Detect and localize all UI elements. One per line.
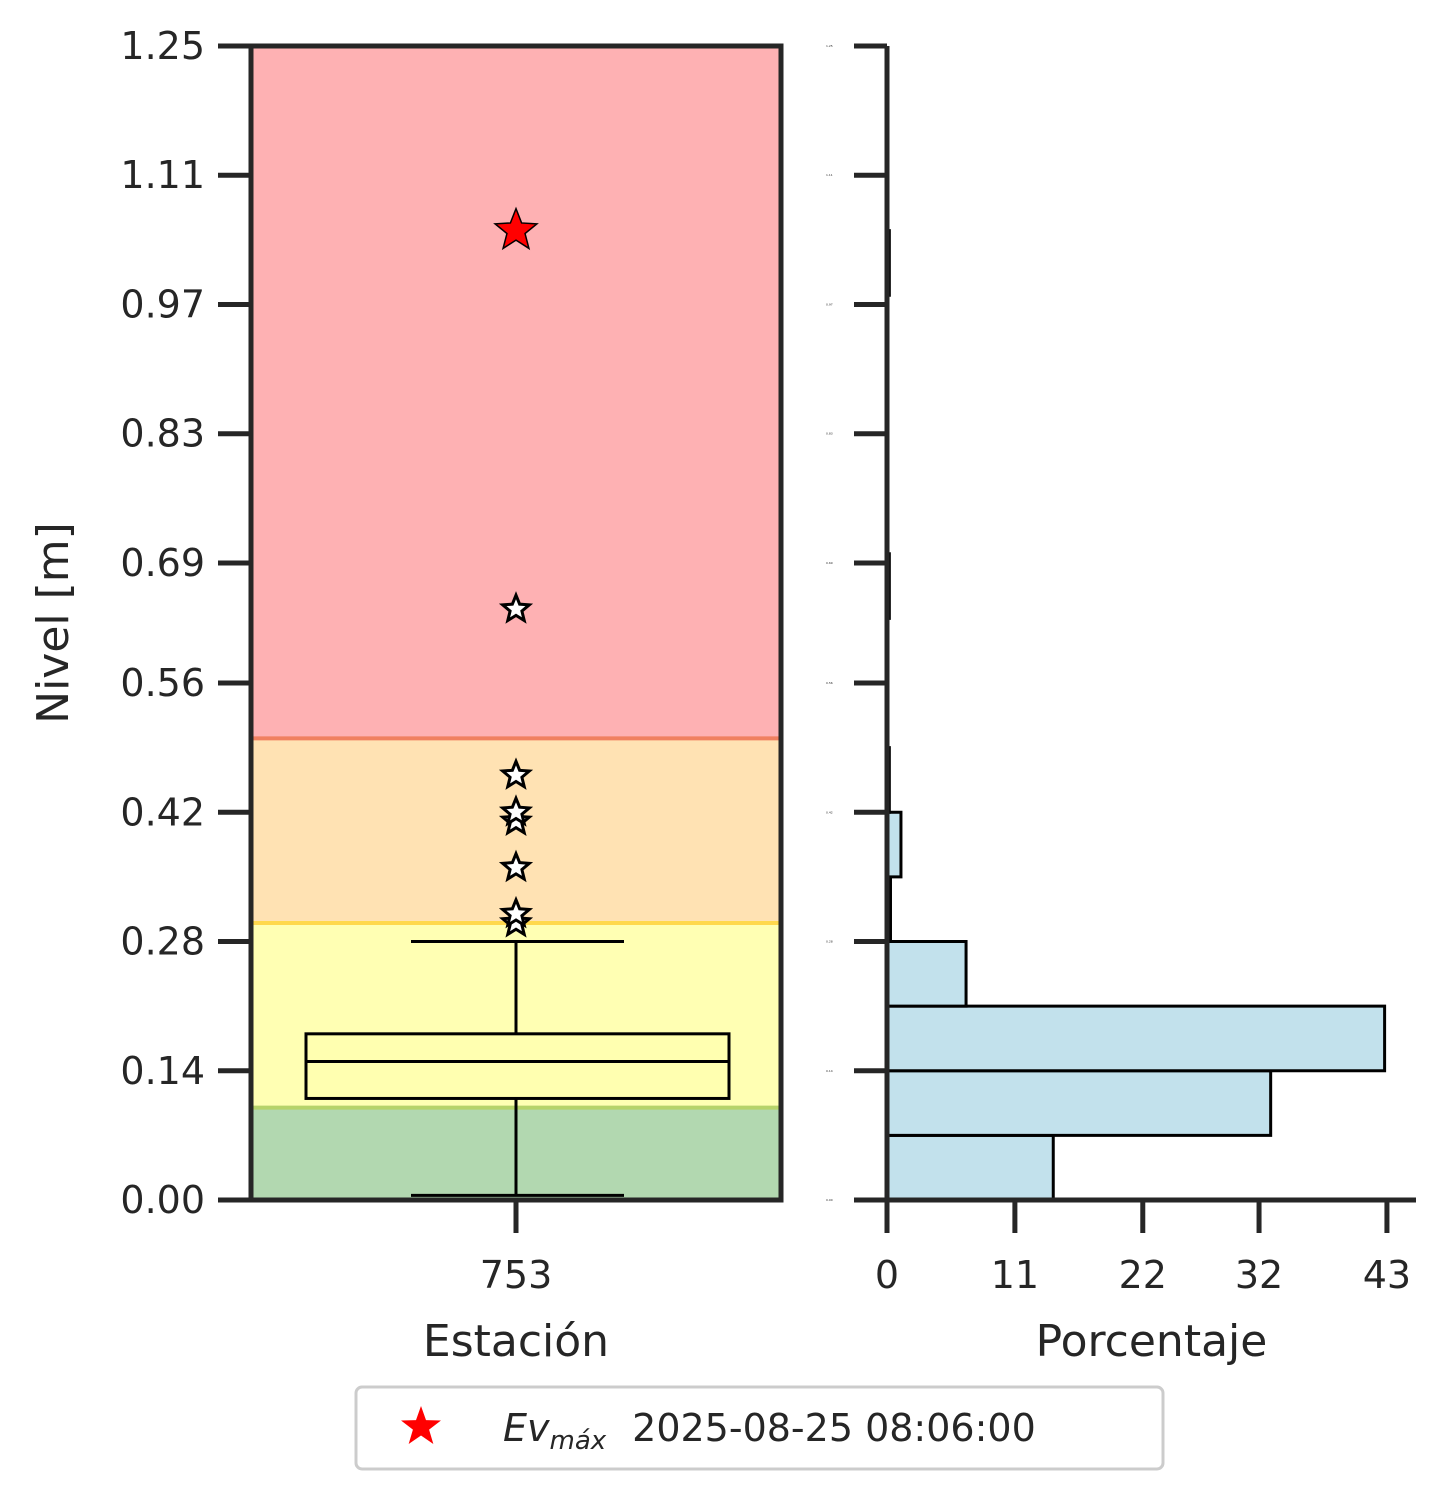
- hist-y-tick-label-5: 0.69: [826, 561, 833, 565]
- outlier-star-5: [498, 757, 534, 790]
- hist-x-tick-label-3: 32: [1235, 1253, 1283, 1297]
- legend-label-subscript: máx: [550, 1426, 607, 1456]
- boxplot-panel: 0.00 0.14 0.28 0.42 0.56 0.69 0.83 0.97 1.11 1.25…: [28, 24, 784, 1367]
- hist-x-tick-label-2: 22: [1119, 1253, 1167, 1297]
- hist-x-tick-label-4: 43: [1363, 1253, 1411, 1297]
- legend-label: Evmáx 2025-08-25 08:06:00: [503, 1406, 1036, 1456]
- hist-y-tick-label-7: 0.97: [826, 302, 833, 306]
- histogram-bar-1: [885, 1069, 1273, 1137]
- max-event-star: [493, 206, 539, 251]
- hist-y-tick-label-1: 0.14: [826, 1069, 833, 1073]
- x-tick-label-0: 753: [480, 1253, 553, 1297]
- y-tick-label-6: 0.83: [120, 412, 205, 456]
- outlier-star-6: [498, 591, 534, 624]
- hist-y-tick-label-3: 0.42: [826, 810, 833, 814]
- x-axis-title: Estación: [423, 1316, 609, 1367]
- legend-box: [354, 1385, 1165, 1471]
- hist-y-tick-label-6: 0.83: [826, 432, 833, 436]
- iqr-box: [304, 1032, 731, 1100]
- y-tick-label-8: 1.11: [120, 153, 205, 197]
- hist-x-axis-title: Porcentaje: [1036, 1316, 1268, 1367]
- y-tick-label-7: 0.97: [120, 282, 205, 326]
- y-axis-title: Nivel [m]: [28, 522, 79, 724]
- threshold-band-3: [251, 46, 781, 739]
- hist-x-tick-label-1: 11: [991, 1253, 1039, 1297]
- hist-x-tick-label-0: 0: [875, 1253, 899, 1297]
- hist-y-tick-label-9: 1.25: [826, 44, 833, 48]
- histogram-bar-0: [885, 1133, 1055, 1202]
- max-event-legend-icon: [401, 1406, 441, 1444]
- hist-y-tick-label-4: 0.56: [826, 681, 833, 685]
- hist-y-tick-label-8: 1.11: [826, 173, 833, 177]
- hist-y-tick-label-2: 0.28: [826, 940, 833, 944]
- histogram-panel: 0.00 0.14 0.28 0.42 0.56 0.69 0.83 0.97 1.11 1.25…: [826, 43, 1416, 1367]
- outlier-star-4: [498, 794, 534, 827]
- y-tick-label-3: 0.42: [120, 790, 205, 834]
- y-tick-label-4: 0.56: [120, 661, 205, 705]
- histogram-bar-3: [885, 940, 968, 1008]
- y-tick-label-5: 0.69: [120, 541, 205, 585]
- y-tick-label-0: 0.00: [120, 1178, 205, 1222]
- y-tick-label-9: 1.25: [120, 24, 205, 68]
- y-tick-label-1: 0.14: [120, 1049, 205, 1093]
- y-tick-label-2: 0.28: [120, 920, 205, 964]
- legend-label-italic: Ev: [503, 1406, 550, 1450]
- histogram-bar-2: [885, 1004, 1387, 1073]
- legend-star: [401, 1406, 441, 1444]
- outlier-star-1: [498, 895, 534, 929]
- outlier-star-2: [498, 849, 534, 883]
- hist-y-tick-label-0: 0.00: [826, 1198, 833, 1202]
- legend: Evmáx 2025-08-25 08:06:00: [354, 1385, 1165, 1471]
- legend-label-date: 2025-08-25 08:06:00: [632, 1406, 1036, 1450]
